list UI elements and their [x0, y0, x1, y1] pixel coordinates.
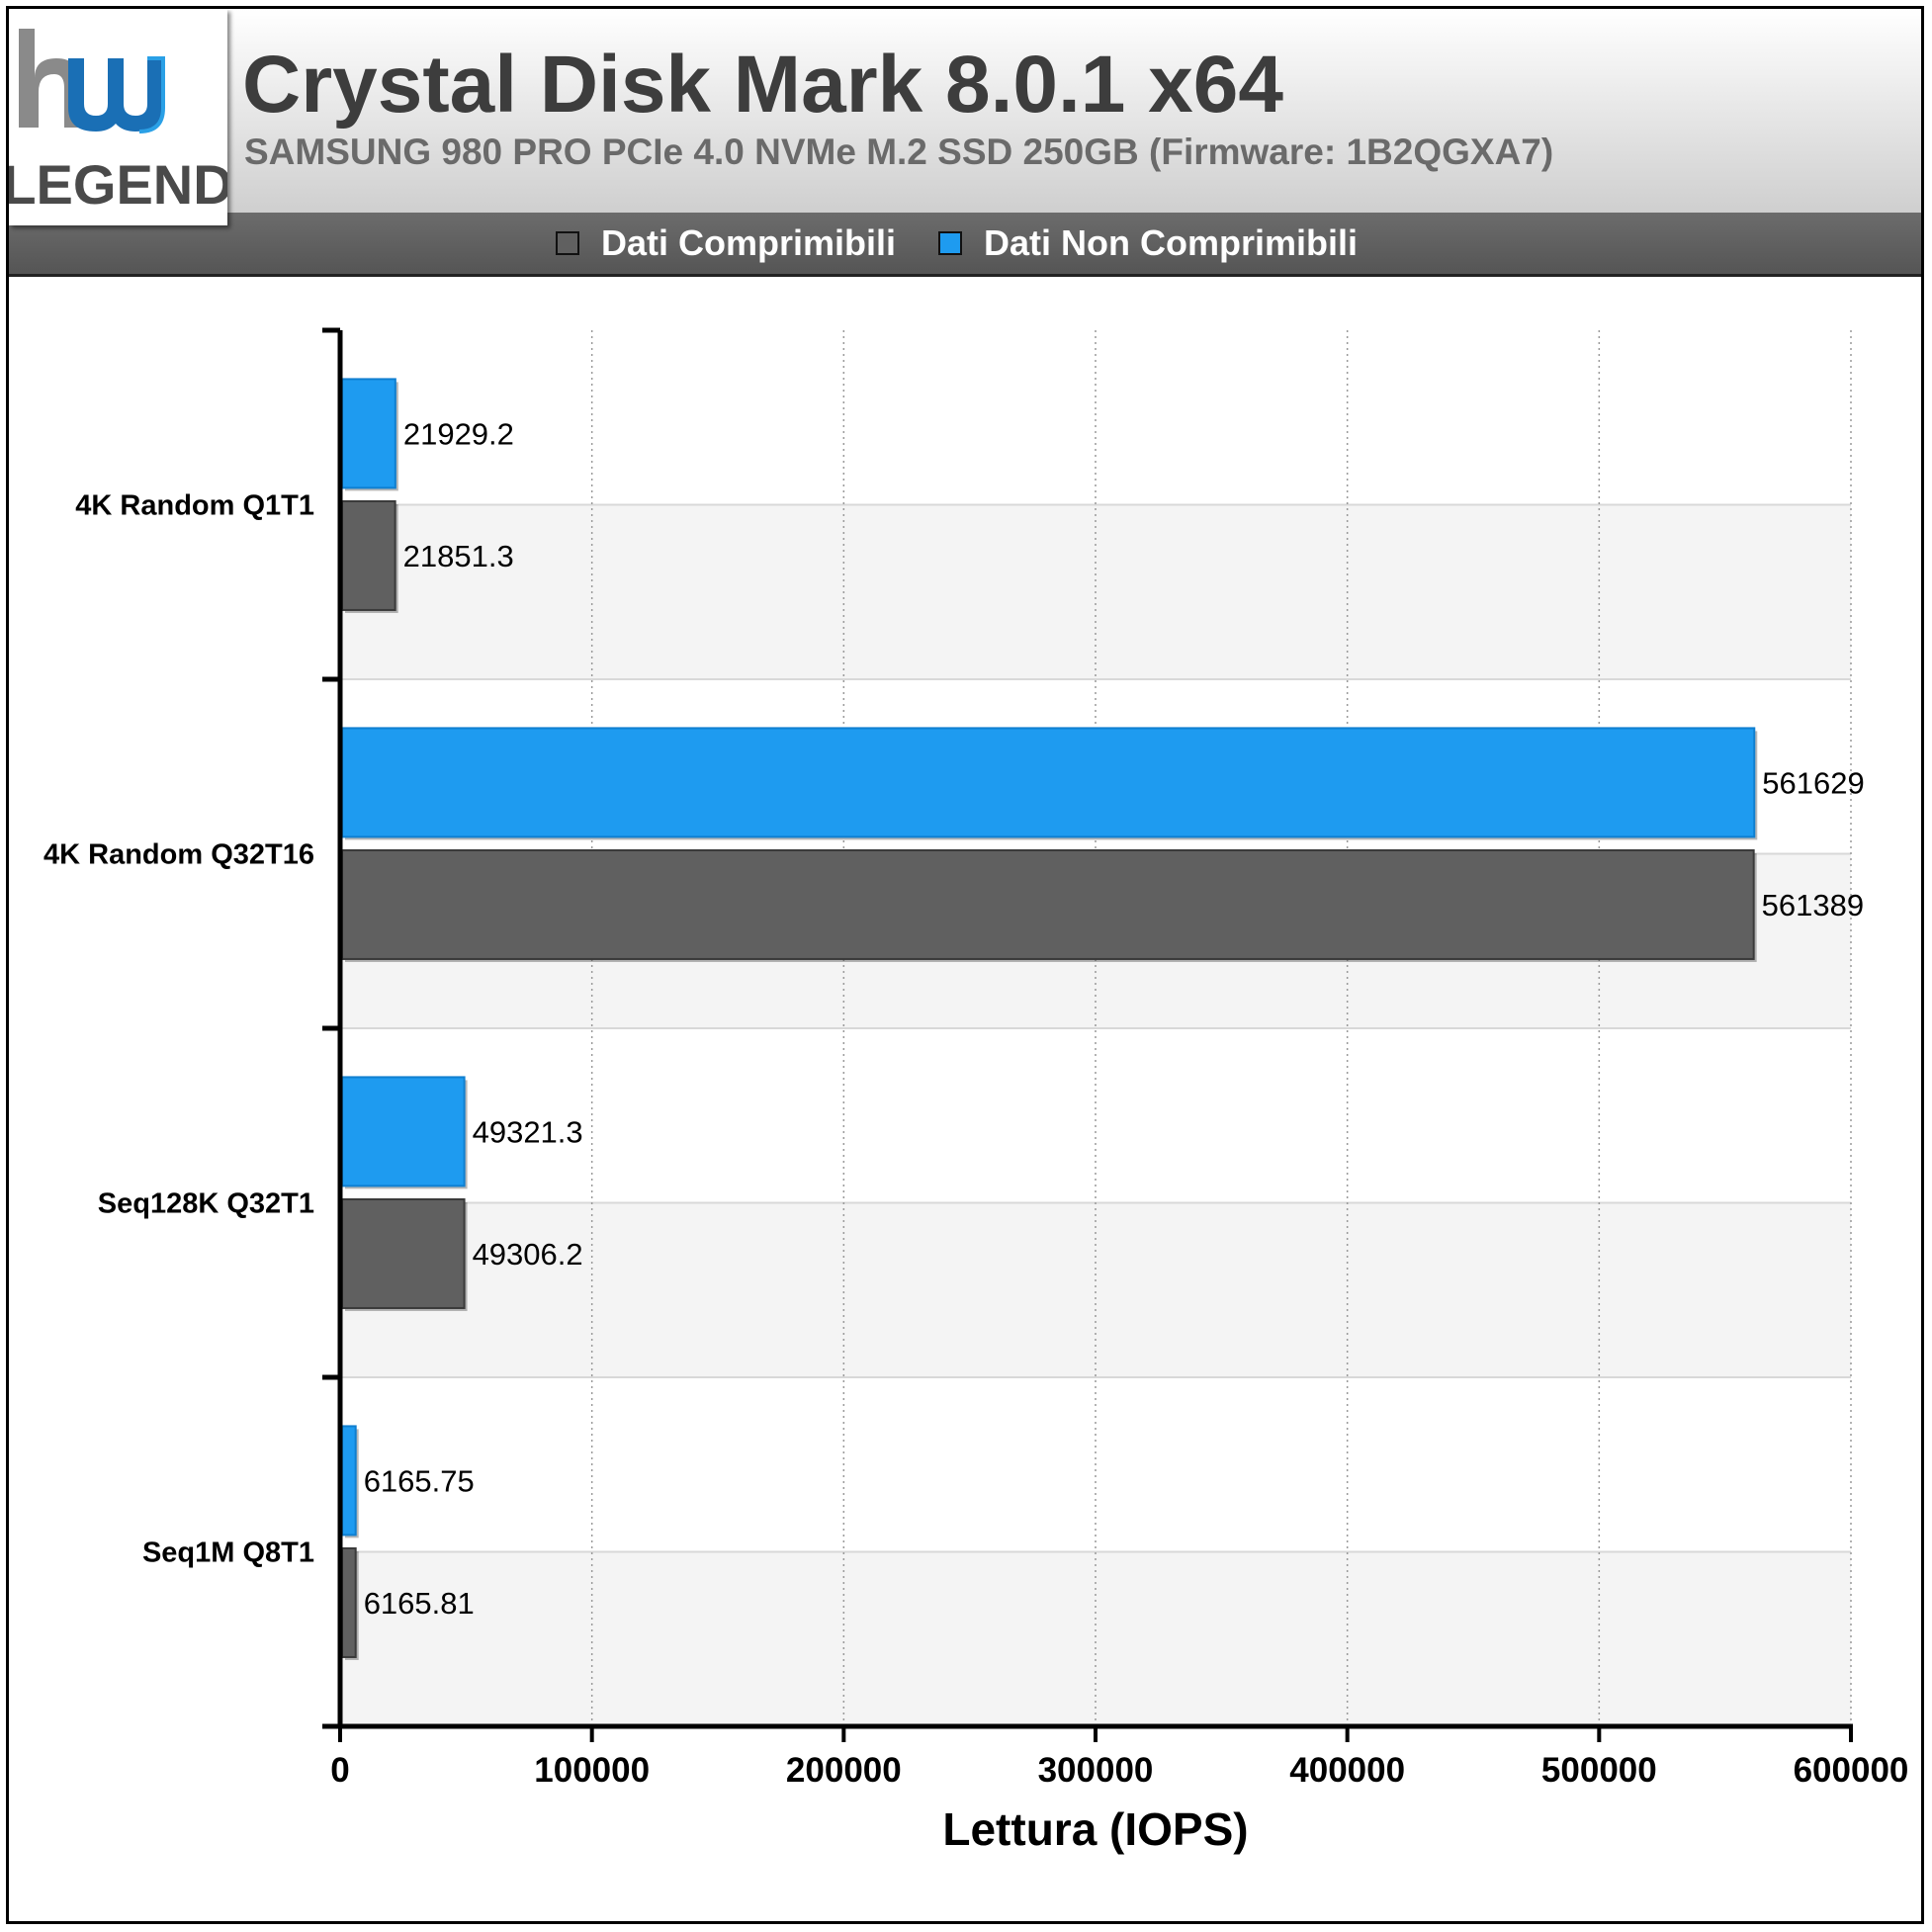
plot-stripe — [340, 330, 1851, 505]
bar-value-label: 21929.2 — [403, 416, 514, 451]
legend-item-incompressible: Dati Non Comprimibili — [938, 213, 1358, 274]
legend-label-incompressible: Dati Non Comprimibili — [984, 222, 1358, 263]
legend: Dati Comprimibili Dati Non Comprimibili — [9, 213, 1921, 277]
category-label: Seq128K Q32T1 — [98, 1188, 314, 1220]
plot-stripe — [340, 1551, 1851, 1726]
bar — [341, 1546, 357, 1658]
bar — [341, 1076, 466, 1187]
chart-subtitle: SAMSUNG 980 PRO PCIe 4.0 NVMe M.2 SSD 25… — [244, 132, 1554, 172]
bar-value-label: 6165.81 — [364, 1586, 475, 1621]
chart-title: Crystal Disk Mark 8.0.1 x64 — [242, 40, 1283, 130]
bar — [341, 848, 1755, 960]
bar-value-label: 49321.3 — [473, 1114, 583, 1149]
x-tick-label: 0 — [330, 1751, 349, 1790]
x-tick-label: 100000 — [534, 1751, 650, 1790]
x-tick-label: 500000 — [1541, 1751, 1657, 1790]
legend-swatch-compressible — [556, 231, 579, 255]
category-label: Seq1M Q8T1 — [142, 1537, 314, 1569]
bar — [341, 499, 396, 611]
logo-text: LEGEND — [9, 153, 227, 216]
plot-stripe — [340, 1202, 1851, 1377]
hwlegend-logo: LEGEND — [9, 9, 227, 225]
category-label: 4K Random Q1T1 — [75, 490, 314, 522]
bar — [341, 1425, 357, 1537]
chart-header: Crystal Disk Mark 8.0.1 x64 SAMSUNG 980 … — [9, 9, 1921, 215]
legend-swatch-incompressible — [938, 231, 962, 255]
category-label: 4K Random Q32T16 — [44, 839, 314, 871]
legend-label-compressible: Dati Comprimibili — [601, 222, 897, 263]
x-tick-label: 600000 — [1794, 1751, 1909, 1790]
x-tick-label: 400000 — [1289, 1751, 1405, 1790]
x-tick-label: 300000 — [1038, 1751, 1154, 1790]
bar-value-label: 561389 — [1762, 888, 1864, 922]
x-tick-label: 200000 — [786, 1751, 902, 1790]
bar — [341, 1197, 466, 1309]
bar — [341, 378, 396, 489]
bar — [341, 727, 1756, 838]
hwlegend-logo-icon: LEGEND — [9, 29, 227, 216]
x-axis-title: Lettura (IOPS) — [942, 1803, 1248, 1855]
bar-value-label: 561629 — [1762, 765, 1864, 800]
legend-item-compressible: Dati Comprimibili — [556, 213, 896, 274]
bar-value-label: 49306.2 — [473, 1237, 583, 1272]
bar-value-label: 6165.75 — [364, 1463, 475, 1498]
bar-value-label: 21851.3 — [403, 539, 514, 573]
